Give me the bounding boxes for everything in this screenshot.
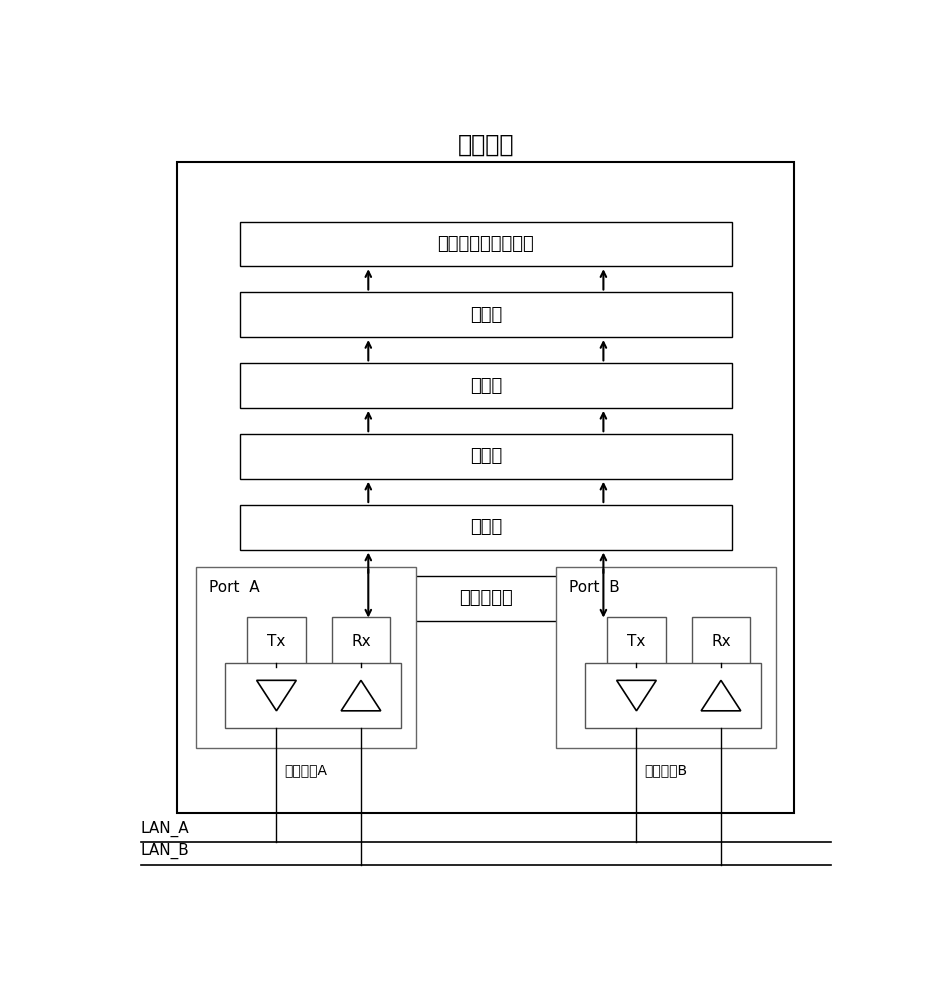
Text: Tx: Tx <box>267 634 285 649</box>
Text: Port  A: Port A <box>209 580 260 595</box>
Text: 应用层（冗余实现）: 应用层（冗余实现） <box>437 235 535 253</box>
Bar <box>240 363 732 408</box>
Text: 物理网卡B: 物理网卡B <box>645 763 687 777</box>
Bar <box>240 292 732 337</box>
Bar <box>177 162 794 813</box>
Bar <box>556 567 776 748</box>
Text: Tx: Tx <box>628 634 646 649</box>
Bar <box>585 663 761 728</box>
Text: Rx: Rx <box>351 634 371 649</box>
Text: 网络层: 网络层 <box>469 518 502 536</box>
Bar <box>332 617 391 667</box>
Text: 传输层: 传输层 <box>469 447 502 465</box>
Text: 物理网卡A: 物理网卡A <box>284 763 327 777</box>
Bar <box>607 617 665 667</box>
Text: 表示层: 表示层 <box>469 306 502 324</box>
Bar <box>240 505 732 550</box>
Bar <box>240 434 732 479</box>
Text: 会话层: 会话层 <box>469 377 502 395</box>
Text: LAN_A: LAN_A <box>140 821 190 837</box>
Bar <box>240 222 732 266</box>
Bar <box>195 567 416 748</box>
Text: LAN_B: LAN_B <box>140 843 190 859</box>
Bar <box>247 617 306 667</box>
Text: 保护装置: 保护装置 <box>458 133 514 157</box>
Text: 数据链路层: 数据链路层 <box>459 589 513 607</box>
Bar <box>691 617 750 667</box>
Text: Rx: Rx <box>711 634 731 649</box>
Bar <box>225 663 401 728</box>
Bar <box>240 576 732 620</box>
Text: Port  B: Port B <box>569 580 620 595</box>
